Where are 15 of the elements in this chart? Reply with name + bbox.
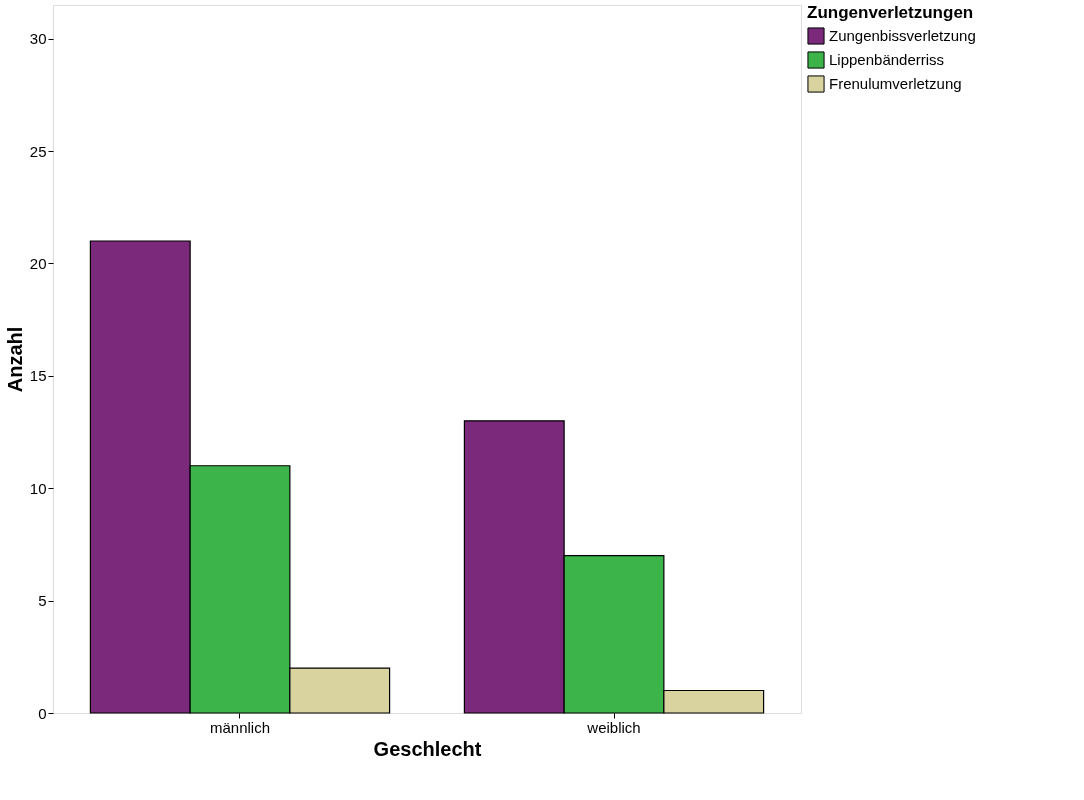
- legend-label: Lippenbänderriss: [829, 51, 945, 68]
- y-tick-label: 5: [38, 592, 47, 610]
- legend-label: Zungenbissverletzung: [829, 27, 976, 44]
- x-axis-title: Geschlecht: [373, 737, 482, 760]
- y-tick-label: 0: [38, 704, 47, 722]
- y-tick-label: 30: [29, 30, 47, 48]
- legend-title: Zungenverletzungen: [807, 3, 974, 22]
- y-axis-title: Anzahl: [3, 326, 26, 393]
- y-tick-label: 25: [29, 142, 47, 160]
- y-tick-label: 20: [29, 254, 47, 272]
- x-tick-label: weiblich: [586, 718, 641, 736]
- y-tick-label: 10: [29, 479, 47, 497]
- y-tick-label: 15: [29, 367, 47, 385]
- legend-label: Frenulumverletzung: [829, 75, 962, 92]
- x-tick-label: männlich: [209, 718, 271, 736]
